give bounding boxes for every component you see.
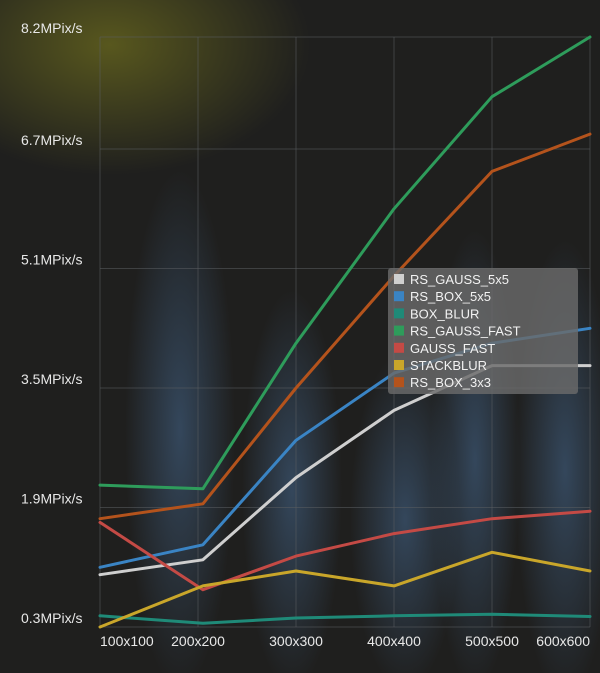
series-line-rs-gauss-fast (98, 35, 592, 491)
series-line-stackblur (98, 550, 592, 629)
legend-box (388, 268, 578, 394)
legend: RS_GAUSS_5x5 RS_BOX_5x5 BOX_BLUR RS_GAUSS_F… (388, 268, 578, 394)
y-tick-label: 1.9MPix/s (21, 491, 82, 507)
legend-swatch (394, 342, 404, 353)
y-tick-label: 8.2MPix/s (21, 20, 82, 36)
x-tick-label: 100x100 (100, 633, 154, 649)
legend-swatch (394, 274, 404, 284)
legend-swatch (394, 325, 404, 336)
legend-swatch (394, 377, 404, 388)
legend-swatch (394, 291, 404, 302)
legend-swatch (394, 360, 404, 370)
legend-label: GAUSS_FAST (410, 341, 495, 356)
x-tick-label: 200x200 (171, 633, 225, 649)
y-axis-labels: 0.3MPix/s 1.9MPix/s 3.5MPix/s 5.1MPix/s 6.7M… (21, 20, 82, 626)
y-tick-label: 5.1MPix/s (21, 252, 82, 268)
legend-label: RS_BOX_3x3 (410, 375, 491, 390)
legend-label: BOX_BLUR (410, 306, 479, 321)
x-tick-label: 600x600 (536, 633, 590, 649)
y-tick-label: 6.7MPix/s (21, 132, 82, 148)
y-tick-label: 0.3MPix/s (21, 610, 82, 626)
legend-label: RS_GAUSS_FAST (410, 324, 521, 339)
y-tick-label: 3.5MPix/s (21, 371, 82, 387)
series-line-box-blur (98, 612, 592, 625)
legend-label: RS_GAUSS_5x5 (410, 272, 509, 287)
x-axis-labels: 100x100 200x200 300x300 400x400 500x500 600x6… (100, 633, 590, 649)
x-tick-label: 400x400 (367, 633, 421, 649)
legend-label: RS_BOX_5x5 (410, 289, 491, 304)
x-tick-label: 300x300 (269, 633, 323, 649)
legend-swatch (394, 308, 404, 319)
x-tick-label: 500x500 (465, 633, 519, 649)
series-line-gauss-fast (98, 509, 592, 592)
legend-label: STACKBLUR (410, 358, 487, 373)
series-line-rs-box-3x3 (98, 132, 592, 521)
